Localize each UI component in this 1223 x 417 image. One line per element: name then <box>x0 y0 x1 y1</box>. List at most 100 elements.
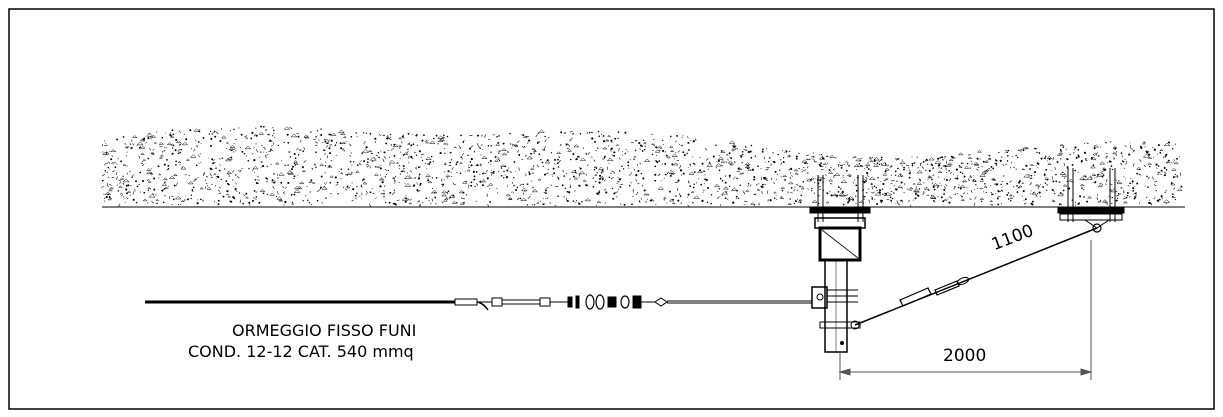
texture-speck <box>1132 150 1135 153</box>
texture-speck <box>839 164 842 167</box>
texture-speck <box>736 177 738 180</box>
texture-speck <box>1001 203 1003 205</box>
texture-speck <box>1052 180 1055 183</box>
texture-speck <box>479 180 482 183</box>
texture-speck <box>225 193 230 196</box>
texture-speck <box>671 202 676 205</box>
texture-speck <box>497 149 502 152</box>
texture-speck <box>651 153 654 156</box>
texture-speck <box>359 195 361 197</box>
texture-speck <box>595 150 598 152</box>
texture-speck <box>557 166 560 168</box>
texture-speck <box>782 161 785 164</box>
texture-speck <box>761 191 763 195</box>
texture-speck <box>226 171 233 175</box>
texture-speck <box>232 169 235 173</box>
texture-speck <box>323 182 325 184</box>
texture-speck <box>1004 151 1006 153</box>
texture-speck <box>780 159 782 161</box>
texture-speck <box>780 176 782 178</box>
texture-speck <box>650 199 653 202</box>
texture-speck <box>844 194 849 197</box>
texture-speck <box>293 175 296 178</box>
texture-speck <box>618 157 621 160</box>
texture-speck <box>393 182 396 184</box>
texture-speck <box>617 188 620 191</box>
texture-speck <box>214 167 218 169</box>
texture-speck <box>722 195 724 197</box>
texture-speck <box>254 179 257 181</box>
texture-speck <box>1075 156 1078 159</box>
texture-speck <box>596 172 598 174</box>
texture-speck <box>707 187 710 189</box>
texture-speck <box>461 152 464 156</box>
texture-speck <box>104 170 107 172</box>
texture-speck <box>954 193 956 195</box>
texture-speck <box>1105 157 1107 159</box>
texture-speck <box>416 182 418 184</box>
texture-speck <box>293 160 298 163</box>
texture-speck <box>380 165 382 166</box>
texture-speck <box>506 185 509 187</box>
texture-speck <box>212 162 214 164</box>
texture-speck <box>449 152 451 154</box>
texture-speck <box>659 147 662 150</box>
texture-speck <box>394 203 397 206</box>
texture-speck <box>462 141 465 143</box>
texture-speck <box>564 187 567 190</box>
texture-speck <box>155 199 160 201</box>
texture-speck <box>460 156 463 159</box>
texture-speck <box>793 168 799 172</box>
texture-speck <box>643 189 646 192</box>
texture-speck <box>476 183 479 186</box>
texture-speck <box>944 155 946 158</box>
texture-speck <box>506 169 509 172</box>
texture-speck <box>1038 191 1041 194</box>
texture-speck <box>989 154 991 157</box>
texture-speck <box>566 199 569 203</box>
texture-speck <box>149 147 152 151</box>
texture-speck <box>1040 158 1042 160</box>
texture-speck <box>167 164 170 167</box>
texture-speck <box>1087 195 1093 199</box>
texture-speck <box>200 142 202 144</box>
texture-speck <box>783 151 785 153</box>
texture-speck <box>828 178 834 182</box>
texture-speck <box>859 157 863 160</box>
texture-speck <box>706 201 709 203</box>
texture-speck <box>966 162 969 165</box>
texture-speck <box>899 200 903 202</box>
texture-speck <box>297 154 300 156</box>
texture-speck <box>140 152 145 155</box>
texture-speck <box>775 195 777 197</box>
texture-speck <box>941 184 943 186</box>
texture-speck <box>408 142 411 145</box>
texture-speck <box>508 197 513 200</box>
texture-speck <box>923 187 925 189</box>
texture-speck <box>1006 182 1009 185</box>
texture-speck <box>620 203 622 205</box>
texture-speck <box>947 198 949 200</box>
texture-speck <box>1106 155 1108 157</box>
texture-speck <box>308 180 314 183</box>
texture-speck <box>731 146 737 150</box>
texture-speck <box>1110 188 1118 193</box>
texture-speck <box>328 147 331 150</box>
texture-speck <box>761 150 764 152</box>
texture-speck <box>1070 179 1072 181</box>
texture-speck <box>797 152 801 154</box>
texture-speck <box>692 156 694 158</box>
texture-speck <box>895 158 897 161</box>
texture-speck <box>873 157 880 161</box>
texture-speck <box>1013 186 1015 188</box>
texture-speck <box>166 169 169 171</box>
texture-speck <box>846 173 853 177</box>
texture-speck <box>401 135 404 138</box>
texture-speck <box>1157 173 1159 175</box>
mooring-cable-assembly <box>145 294 812 311</box>
texture-speck <box>455 164 457 166</box>
texture-speck <box>458 145 460 148</box>
texture-speck <box>539 141 541 143</box>
texture-speck <box>646 193 650 196</box>
texture-speck <box>287 171 295 175</box>
